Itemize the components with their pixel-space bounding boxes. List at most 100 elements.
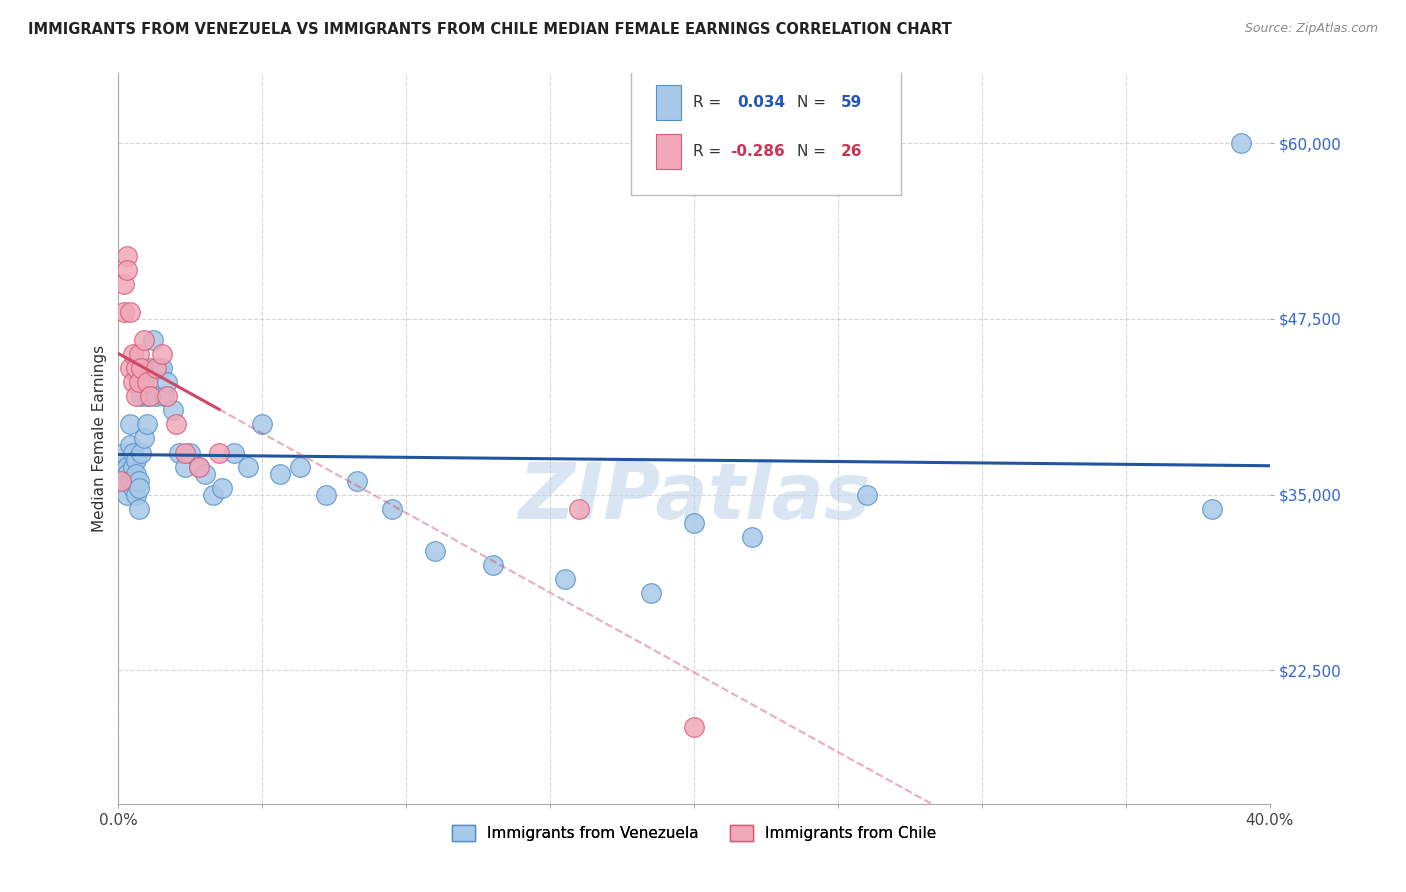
Point xyxy=(315,488,337,502)
Point xyxy=(136,417,159,432)
Point xyxy=(162,403,184,417)
Point xyxy=(188,459,211,474)
Point xyxy=(156,375,179,389)
Point xyxy=(118,417,141,432)
Point xyxy=(131,361,153,376)
Point xyxy=(128,375,150,389)
Point xyxy=(121,481,143,495)
Text: ZIPatlas: ZIPatlas xyxy=(517,458,870,535)
Point xyxy=(202,488,225,502)
Point xyxy=(211,481,233,495)
Point xyxy=(568,501,591,516)
Point xyxy=(125,488,148,502)
Point xyxy=(145,361,167,376)
Point xyxy=(167,445,190,459)
Point xyxy=(153,389,176,403)
Point xyxy=(134,432,156,446)
Point xyxy=(115,488,138,502)
Point xyxy=(222,445,245,459)
Point xyxy=(128,474,150,488)
Point xyxy=(112,445,135,459)
Point xyxy=(148,361,170,376)
Point xyxy=(346,474,368,488)
Point xyxy=(136,389,159,403)
Point xyxy=(134,375,156,389)
Text: -0.286: -0.286 xyxy=(730,144,785,159)
Text: 59: 59 xyxy=(841,95,862,110)
Point xyxy=(554,572,576,586)
Point xyxy=(131,361,153,376)
Point xyxy=(139,389,162,403)
Point xyxy=(1230,136,1253,151)
Point xyxy=(194,467,217,481)
Point xyxy=(640,586,662,600)
Point xyxy=(118,438,141,452)
Text: R =: R = xyxy=(693,95,721,110)
Point xyxy=(125,361,148,376)
Point xyxy=(139,361,162,376)
Point xyxy=(188,459,211,474)
Bar xyxy=(657,85,682,120)
Point xyxy=(125,389,148,403)
Text: 0.034: 0.034 xyxy=(737,95,785,110)
Y-axis label: Median Female Earnings: Median Female Earnings xyxy=(93,345,107,532)
Point xyxy=(683,720,706,734)
Point xyxy=(118,474,141,488)
Point xyxy=(136,375,159,389)
Point xyxy=(125,452,148,467)
Text: R =: R = xyxy=(693,144,721,159)
Point xyxy=(173,445,195,459)
Text: N =: N = xyxy=(797,144,825,159)
Point xyxy=(150,347,173,361)
Point xyxy=(208,445,231,459)
Text: N =: N = xyxy=(797,95,825,110)
Point xyxy=(142,333,165,347)
Point xyxy=(856,488,879,502)
Point xyxy=(165,417,187,432)
Point xyxy=(269,467,291,481)
Point xyxy=(121,347,143,361)
Point xyxy=(121,474,143,488)
Point xyxy=(118,361,141,376)
Point xyxy=(1201,501,1223,516)
Point xyxy=(145,389,167,403)
Point xyxy=(128,501,150,516)
Point xyxy=(115,459,138,474)
Point xyxy=(121,375,143,389)
Point xyxy=(110,474,132,488)
Point xyxy=(112,277,135,291)
Point xyxy=(288,459,311,474)
Text: IMMIGRANTS FROM VENEZUELA VS IMMIGRANTS FROM CHILE MEDIAN FEMALE EARNINGS CORREL: IMMIGRANTS FROM VENEZUELA VS IMMIGRANTS … xyxy=(28,22,952,37)
Point xyxy=(741,530,763,544)
Point xyxy=(252,417,274,432)
Point xyxy=(125,474,148,488)
Text: Source: ZipAtlas.com: Source: ZipAtlas.com xyxy=(1244,22,1378,36)
Point xyxy=(156,389,179,403)
Point xyxy=(131,445,153,459)
Point xyxy=(112,305,135,319)
Legend: Immigrants from Venezuela, Immigrants from Chile: Immigrants from Venezuela, Immigrants fr… xyxy=(446,819,942,847)
Point xyxy=(128,481,150,495)
Point xyxy=(481,558,503,572)
Point xyxy=(121,459,143,474)
Point xyxy=(112,474,135,488)
Text: 26: 26 xyxy=(841,144,862,159)
Bar xyxy=(657,134,682,169)
Point xyxy=(128,347,150,361)
Point xyxy=(134,333,156,347)
Point xyxy=(173,459,195,474)
Point xyxy=(381,501,404,516)
Point xyxy=(118,305,141,319)
Point xyxy=(115,467,138,481)
FancyBboxPatch shape xyxy=(631,67,901,195)
Point xyxy=(236,459,259,474)
Point xyxy=(115,262,138,277)
Point xyxy=(131,389,153,403)
Point xyxy=(150,361,173,376)
Point xyxy=(179,445,201,459)
Point xyxy=(125,467,148,481)
Point xyxy=(115,249,138,263)
Point xyxy=(423,544,446,558)
Point xyxy=(683,516,706,530)
Point xyxy=(110,459,132,474)
